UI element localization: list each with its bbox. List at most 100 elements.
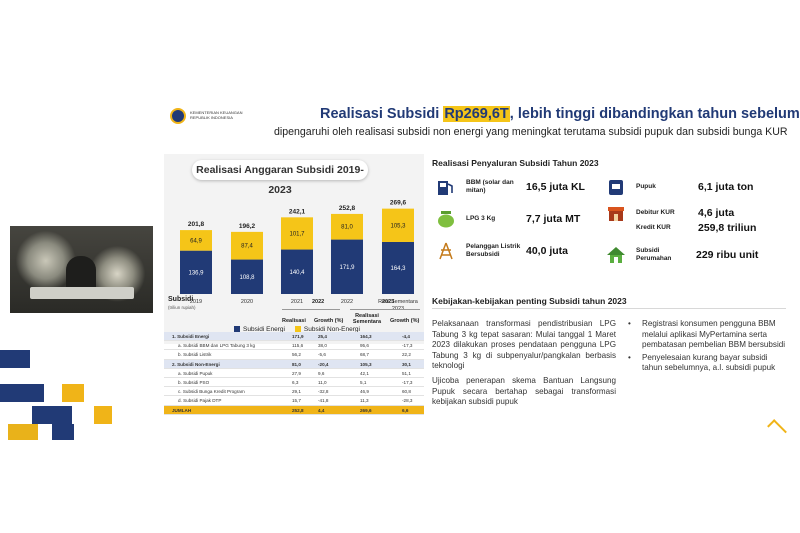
table-row: b. Subsidi Listrik 56,2 -5,6 68,7 22,2 bbox=[164, 350, 424, 360]
row-value: -5,6 bbox=[318, 352, 326, 358]
legend-item-non-energi: Subsidi Non-Energi bbox=[294, 326, 360, 333]
row-value: 38,0 bbox=[318, 343, 327, 349]
bar-non-energi bbox=[281, 217, 313, 250]
table-row: a. Subsidi Pupuk 27,9 9,6 42,1 51,1 bbox=[164, 369, 424, 378]
subsidy-table: Subsidi (triliun rupiah) 2022 2023 Reali… bbox=[164, 296, 424, 415]
bar-non-energi bbox=[231, 231, 263, 260]
data-label-energi: 140,4 bbox=[289, 270, 305, 276]
data-label-energi: 171,9 bbox=[339, 265, 355, 271]
row-label: 2. Subsidi Non-Energi bbox=[172, 361, 220, 367]
row-label: b. Subsidi PSO bbox=[178, 379, 210, 385]
table-header: Subsidi (triliun rupiah) 2022 2023 Reali… bbox=[164, 296, 424, 332]
row-label: 1. Subsidi Energi bbox=[172, 334, 210, 339]
col-growth-2023: Growth (%) bbox=[390, 318, 420, 324]
stat-debitur-kur: Debitur KUR 4,6 juta bbox=[606, 204, 734, 222]
decor-block bbox=[32, 406, 72, 424]
col-realisasi: Realisasi bbox=[282, 318, 306, 324]
data-label-non-energi: 105,3 bbox=[390, 223, 406, 229]
row-label: c. Subsidi Bunga Kredit Program bbox=[178, 389, 245, 395]
row-label: a. Subsidi BBM dan LPG Tabung 3 kg bbox=[178, 343, 256, 349]
x-tick-label: 2022 bbox=[341, 299, 353, 305]
slide-subtitle: dipengaruhi oleh realisasi subsidi non e… bbox=[274, 126, 788, 138]
policy-title: Kebijakan-kebijakan penting Subsidi tahu… bbox=[432, 296, 627, 306]
decor-block bbox=[0, 350, 30, 368]
row-value: -17,3 bbox=[402, 379, 413, 385]
row-value: -41,8 bbox=[318, 398, 329, 404]
stat-kredit-kur: Kredit KUR 259,8 triliun bbox=[636, 222, 757, 234]
row-value: 81,0 bbox=[292, 361, 301, 367]
legend-item-energi: Subsidi Energi bbox=[234, 326, 285, 333]
row-label: b. Subsidi Listrik bbox=[178, 352, 212, 358]
chart-title: Realisasi Anggaran Subsidi 2019-2023 bbox=[192, 160, 368, 196]
row-value: 27,9 bbox=[292, 370, 301, 376]
decor-block bbox=[52, 424, 74, 440]
col-realisasi-sementara: Realisasi Sementara bbox=[352, 313, 382, 325]
fuel-pump-icon bbox=[438, 181, 453, 195]
logo-text: KEMENTERIAN KEUANGAN REPUBLIK INDONESIA bbox=[190, 110, 243, 120]
row-value: 29,1 bbox=[292, 389, 301, 395]
policy-paragraph-lpg: Pelaksanaan transformasi pendistribusian… bbox=[432, 319, 616, 371]
title-post: , lebih tinggi dibandingkan tahun sebelu… bbox=[509, 106, 800, 122]
presentation-slide: KEMENTERIAN KEUANGAN REPUBLIK INDONESIA … bbox=[0, 106, 800, 440]
x-tick-label: 2019 bbox=[190, 299, 202, 305]
stat-listrik: Pelanggan Listrik Bersubsidi 40,0 juta bbox=[436, 242, 568, 260]
bar-energi bbox=[281, 249, 313, 294]
table-year-2022: 2022 bbox=[312, 299, 325, 305]
table-row: JUMLAH 252,8 4,4 269,6 6,6 bbox=[164, 405, 424, 415]
row-value: 115,6 bbox=[292, 343, 304, 349]
row-value: 171,9 bbox=[292, 334, 304, 339]
row-value: 42,1 bbox=[360, 370, 369, 376]
row-value: 4,4 bbox=[318, 407, 325, 413]
subsidy-bar-chart: 136,9 64,9 201,8 2019 108,8 87,4 196,2 2020 140,… bbox=[180, 200, 419, 312]
house-icon bbox=[607, 247, 625, 263]
row-value: 105,3 bbox=[360, 361, 372, 367]
row-value: 30,1 bbox=[402, 361, 411, 367]
shop-icon bbox=[608, 207, 624, 221]
row-label: JUMLAH bbox=[172, 407, 192, 413]
row-value: -20,4 bbox=[318, 361, 329, 367]
data-label-total: 196,2 bbox=[239, 223, 256, 230]
data-label-non-energi: 87,4 bbox=[241, 244, 253, 250]
row-value: 46,9 bbox=[360, 389, 369, 395]
header-divider bbox=[350, 309, 420, 310]
speaker-video-thumbnail[interactable] bbox=[10, 226, 153, 313]
data-label-energi: 108,8 bbox=[239, 275, 255, 281]
data-label-total: 252,8 bbox=[339, 205, 356, 212]
chart-legend: Subsidi Energi Subsidi Non-Energi bbox=[234, 326, 360, 333]
speaker-desk bbox=[30, 287, 134, 299]
policy-bullets: Registrasi konsumen pengguna BBM melalui… bbox=[628, 319, 790, 376]
data-label-total: 201,8 bbox=[188, 221, 205, 228]
title-highlight: Rp269,6T bbox=[443, 106, 510, 122]
table-row: c. Subsidi Bunga Kredit Program 29,1 -32,8… bbox=[164, 387, 424, 397]
row-value: 269,6 bbox=[360, 407, 372, 413]
row-value: 164,3 bbox=[360, 334, 372, 339]
row-value: 11,3 bbox=[360, 398, 369, 404]
table-year-2023: 2023 bbox=[382, 299, 395, 305]
decor-block bbox=[0, 384, 44, 402]
row-value: 60,8 bbox=[402, 389, 411, 395]
ministry-logo-icon bbox=[170, 108, 186, 124]
x-tick-label: Real Sementara bbox=[378, 299, 419, 305]
table-unit: (triliun rupiah) bbox=[168, 305, 196, 310]
x-tick-label: 2021 bbox=[291, 299, 303, 305]
bar-non-energi bbox=[180, 230, 212, 251]
row-value: 68,7 bbox=[360, 352, 369, 358]
row-label: a. Subsidi Pupuk bbox=[178, 370, 213, 376]
row-value: 95,6 bbox=[360, 343, 369, 349]
data-label-non-energi: 64,9 bbox=[190, 238, 202, 244]
x-tick-label: 2020 bbox=[241, 299, 253, 305]
policy-bullet: Registrasi konsumen pengguna BBM melalui… bbox=[628, 319, 790, 351]
subsidy-chart-panel: Realisasi Anggaran Subsidi 2019-2023 136… bbox=[164, 154, 424, 344]
policy-divider bbox=[432, 308, 786, 309]
row-value: 6,3 bbox=[292, 379, 299, 385]
row-value: -28,3 bbox=[402, 398, 413, 404]
bar-non-energi bbox=[331, 213, 363, 240]
gas-cylinder-icon bbox=[438, 211, 454, 228]
stat-pupuk: Pupuk 6,1 juta ton bbox=[606, 178, 753, 196]
row-value: 9,6 bbox=[318, 370, 325, 376]
row-value: 5,1 bbox=[360, 379, 367, 385]
decor-block bbox=[94, 406, 112, 424]
data-label-total: 242,1 bbox=[289, 208, 306, 215]
next-slide-arrow-icon bbox=[767, 419, 787, 439]
row-value: 22,2 bbox=[402, 352, 411, 358]
